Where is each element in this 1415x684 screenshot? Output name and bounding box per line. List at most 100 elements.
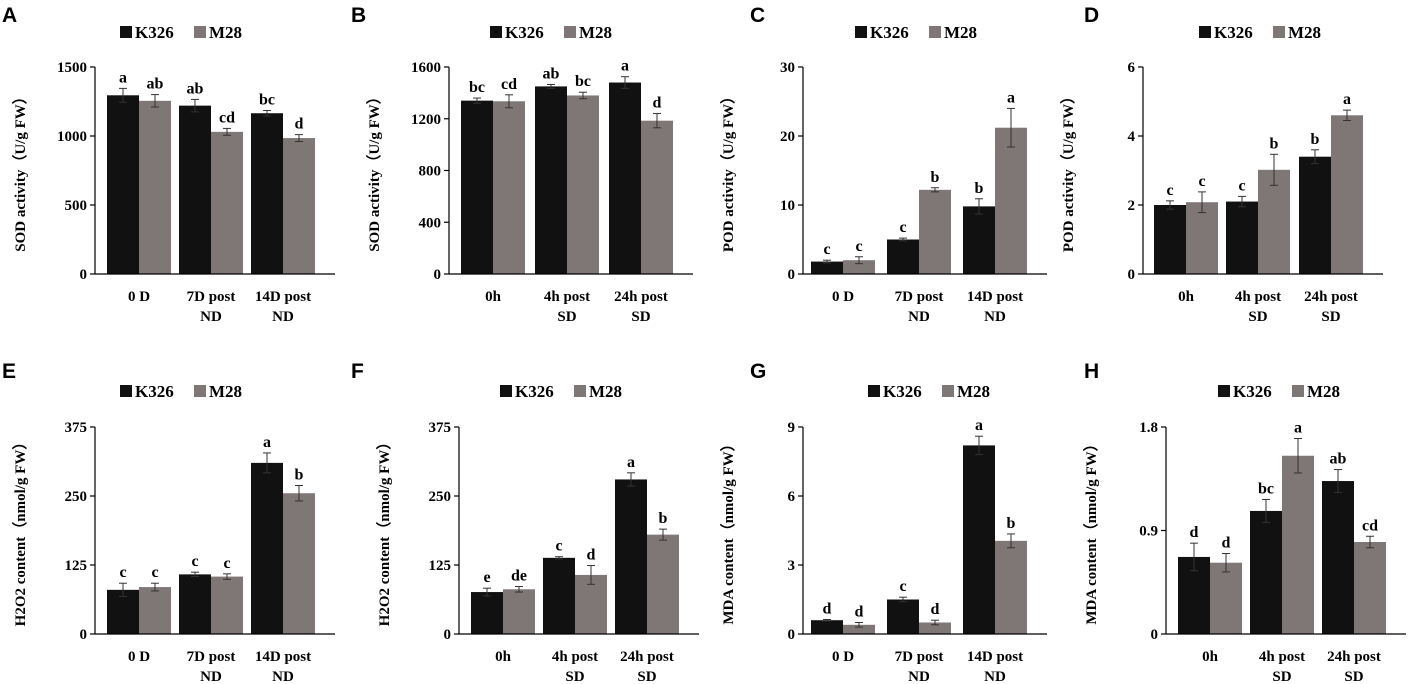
x-tick-label: ND: [272, 309, 294, 325]
x-tick-label: 7D post: [895, 649, 944, 665]
significance-label: a: [627, 454, 635, 471]
bar-k326-2: [251, 462, 283, 634]
x-tick-label: 14D post: [967, 649, 1023, 665]
bar-m28-1: [919, 189, 951, 274]
x-tick-label: 0 D: [832, 289, 854, 305]
significance-label: c: [555, 538, 562, 555]
bar-m28-2: [995, 540, 1027, 634]
legend-label-k326: K326: [505, 23, 544, 42]
y-tick-label: 250: [65, 489, 88, 505]
x-tick-label: SD: [1344, 669, 1363, 684]
x-tick-label: 7D post: [895, 289, 944, 305]
panel-letter: A: [2, 4, 17, 27]
bar-m28-1: [919, 622, 951, 634]
panel-letter: G: [750, 360, 766, 383]
y-tick-label: 0: [434, 267, 442, 283]
significance-label: c: [1166, 182, 1173, 199]
x-tick-label: ND: [272, 669, 294, 684]
legend-label-k326: K326: [1233, 382, 1272, 401]
significance-label: c: [1238, 177, 1245, 194]
significance-label: bc: [1258, 480, 1274, 497]
x-tick-label: 7D post: [187, 289, 236, 305]
bar-k326-0: [107, 589, 139, 634]
y-axis-title: POD activity（U/g FW）: [1059, 89, 1077, 252]
chart-panel-e: E K326 M28 c c a c c b 0 125 250 375 0 D 7D post ND 14D …: [2, 360, 335, 684]
bar-m28-2: [647, 534, 679, 634]
significance-label: b: [1007, 515, 1016, 532]
legend-label-m28: M28: [209, 23, 242, 42]
chart-panel-f: F K326 M28 e c a de d b 0 125 250 375 0h 4h post SD 24h …: [351, 360, 699, 684]
bar-k326-2: [1322, 481, 1354, 634]
x-tick-label: SD: [1248, 309, 1267, 325]
x-tick-label: 24h post: [614, 289, 668, 305]
significance-label: cd: [219, 109, 235, 126]
y-tick-label: 800: [419, 164, 442, 180]
panel-letter: D: [1084, 4, 1099, 27]
bar-k326-0: [471, 592, 503, 634]
y-tick-label: 0: [444, 627, 452, 643]
bar-k326-2: [609, 82, 641, 275]
legend-label-k326: K326: [870, 23, 909, 42]
legend-swatch-m28: [564, 26, 576, 38]
y-tick-label: 1000: [57, 129, 87, 145]
legend-label-m28: M28: [209, 382, 242, 401]
significance-label: c: [191, 553, 198, 570]
y-tick-label: 0: [788, 627, 796, 643]
significance-label: c: [899, 219, 906, 236]
significance-label: c: [855, 238, 862, 255]
chart-panel-d: D K326 M28 c c b c b a 0 2 4 6 0h 4h post SD 24h post SD P…: [1059, 4, 1383, 325]
significance-label: cd: [1362, 517, 1378, 534]
bar-m28-2: [995, 127, 1027, 274]
significance-label: bc: [259, 91, 275, 108]
y-tick-label: 375: [65, 420, 88, 436]
significance-label: d: [587, 547, 596, 564]
legend-swatch-k326: [868, 385, 880, 397]
legend-label-m28: M28: [944, 23, 977, 42]
legend-label-k326: K326: [515, 382, 554, 401]
x-tick-label: 0h: [495, 649, 512, 665]
bar-m28-0: [139, 587, 171, 634]
y-axis-title: H2O2 content（nmol/g FW）: [375, 435, 393, 627]
y-tick-label: 0: [1151, 627, 1159, 643]
legend-swatch-k326: [855, 26, 867, 38]
bar-k326-0: [107, 95, 139, 274]
legend: K326 M28: [120, 23, 242, 42]
legend-swatch-m28: [1292, 385, 1304, 397]
legend-swatch-m28: [194, 385, 206, 397]
legend: K326 M28: [120, 382, 242, 401]
significance-label: e: [483, 569, 490, 586]
significance-label: d: [1190, 524, 1199, 541]
bar-m28-1: [567, 95, 599, 275]
bar-m28-0: [493, 101, 525, 274]
bar-m28-2: [641, 120, 673, 274]
legend: K326 M28: [490, 23, 612, 42]
x-tick-label: ND: [908, 309, 930, 325]
y-tick-label: 500: [65, 198, 88, 214]
x-tick-label: ND: [984, 669, 1006, 684]
panel-letter: H: [1084, 360, 1099, 383]
bar-k326-2: [963, 445, 995, 634]
y-tick-label: 250: [429, 489, 452, 505]
legend: K326 M28: [868, 382, 990, 401]
significance-label: c: [823, 241, 830, 258]
legend-swatch-k326: [120, 26, 132, 38]
bar-m28-0: [1186, 202, 1218, 274]
bar-k326-2: [963, 206, 995, 274]
panel-letter: B: [351, 4, 366, 27]
significance-label: a: [1294, 420, 1302, 437]
y-axis-title: MDA content（nmol/g FW）: [719, 436, 737, 624]
x-tick-label: SD: [1272, 669, 1291, 684]
bar-m28-2: [1354, 542, 1386, 634]
significance-label: ab: [147, 76, 164, 93]
bar-k326-1: [543, 557, 575, 634]
significance-label: c: [119, 564, 126, 581]
x-tick-label: 24h post: [1327, 649, 1381, 665]
bar-k326-0: [811, 620, 843, 634]
significance-label: de: [511, 568, 527, 585]
significance-label: b: [295, 467, 304, 484]
bar-m28-0: [843, 624, 875, 634]
bar-k326-1: [887, 599, 919, 634]
legend-label-k326: K326: [1214, 23, 1253, 42]
chart-panel-h: H K326 M28 d bc ab d a cd 0 0.9 1.8 0h 4h post SD 24h p…: [1082, 360, 1406, 684]
